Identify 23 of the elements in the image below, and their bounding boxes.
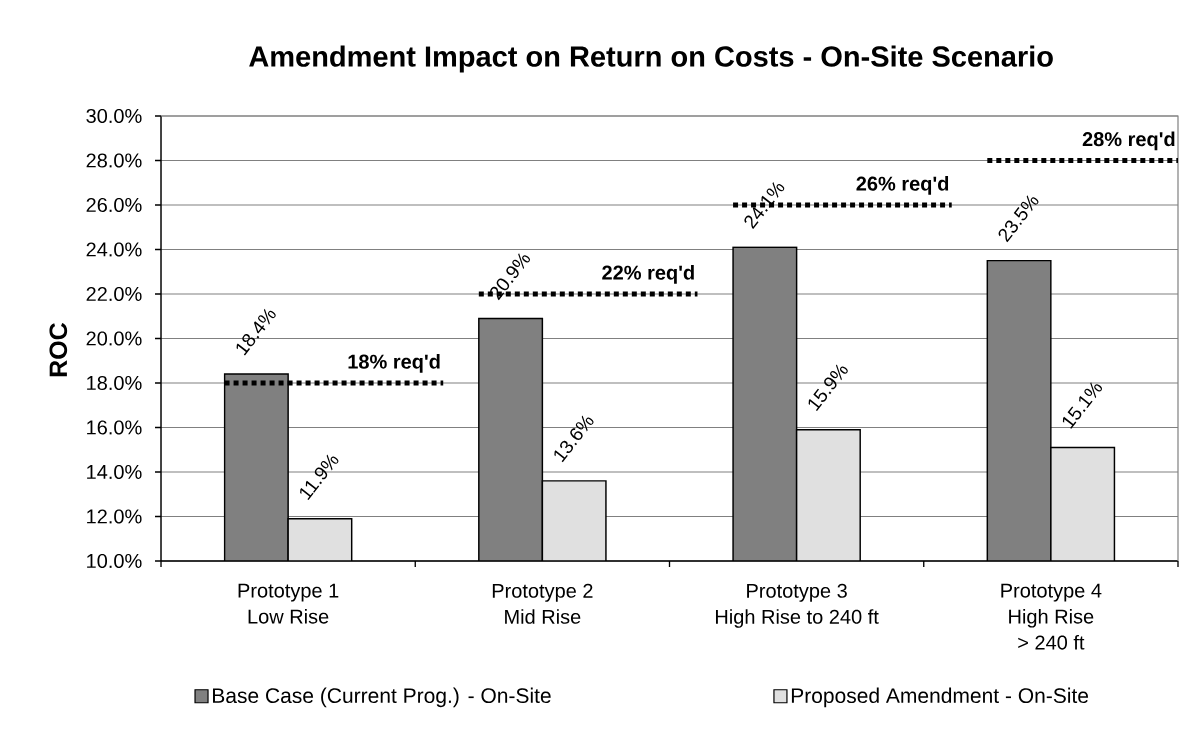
ref-line-label: 22% req'd xyxy=(602,265,694,284)
y-tick-label: 18.0% xyxy=(87,375,142,391)
y-tick-label: 28.0% xyxy=(86,153,142,168)
y-tick-label: 22.0% xyxy=(86,286,142,302)
y-tick-label: 12.0% xyxy=(87,509,142,524)
ref-line-label: 18% req'd xyxy=(348,354,440,373)
y-axis-title: ROC xyxy=(49,322,68,377)
x-tick-label: Prototype 3 High Rise to 240 ft xyxy=(715,583,879,628)
x-tick-label: Prototype 4 High Rise > 240 ft xyxy=(1001,583,1102,650)
ref-line-label: 26% req'd xyxy=(856,176,949,195)
ref-line-label: 28% req'd xyxy=(1082,131,1175,151)
legend-label: Proposed Amendment - On-Site xyxy=(791,687,1089,708)
y-tick-label: 30.0% xyxy=(86,108,142,124)
chart-title: Amendment Impact on Return on Costs - On-Site Scenario xyxy=(249,45,1053,73)
y-tick-label: 26.0% xyxy=(86,197,142,213)
y-tick-label: 14.0% xyxy=(87,464,142,480)
legend-label: Base Case (Current Prog.) - On-Site xyxy=(213,687,551,708)
y-tick-label: 16.0% xyxy=(87,420,142,435)
y-tick-label: 20.0% xyxy=(86,331,142,346)
x-tick-label: Prototype 2 Mid Rise xyxy=(492,583,593,624)
y-tick-label: 24.0% xyxy=(86,242,142,257)
x-tick-label: Prototype 1 Low Rise xyxy=(238,583,339,624)
y-tick-label: 10.0% xyxy=(87,553,142,569)
